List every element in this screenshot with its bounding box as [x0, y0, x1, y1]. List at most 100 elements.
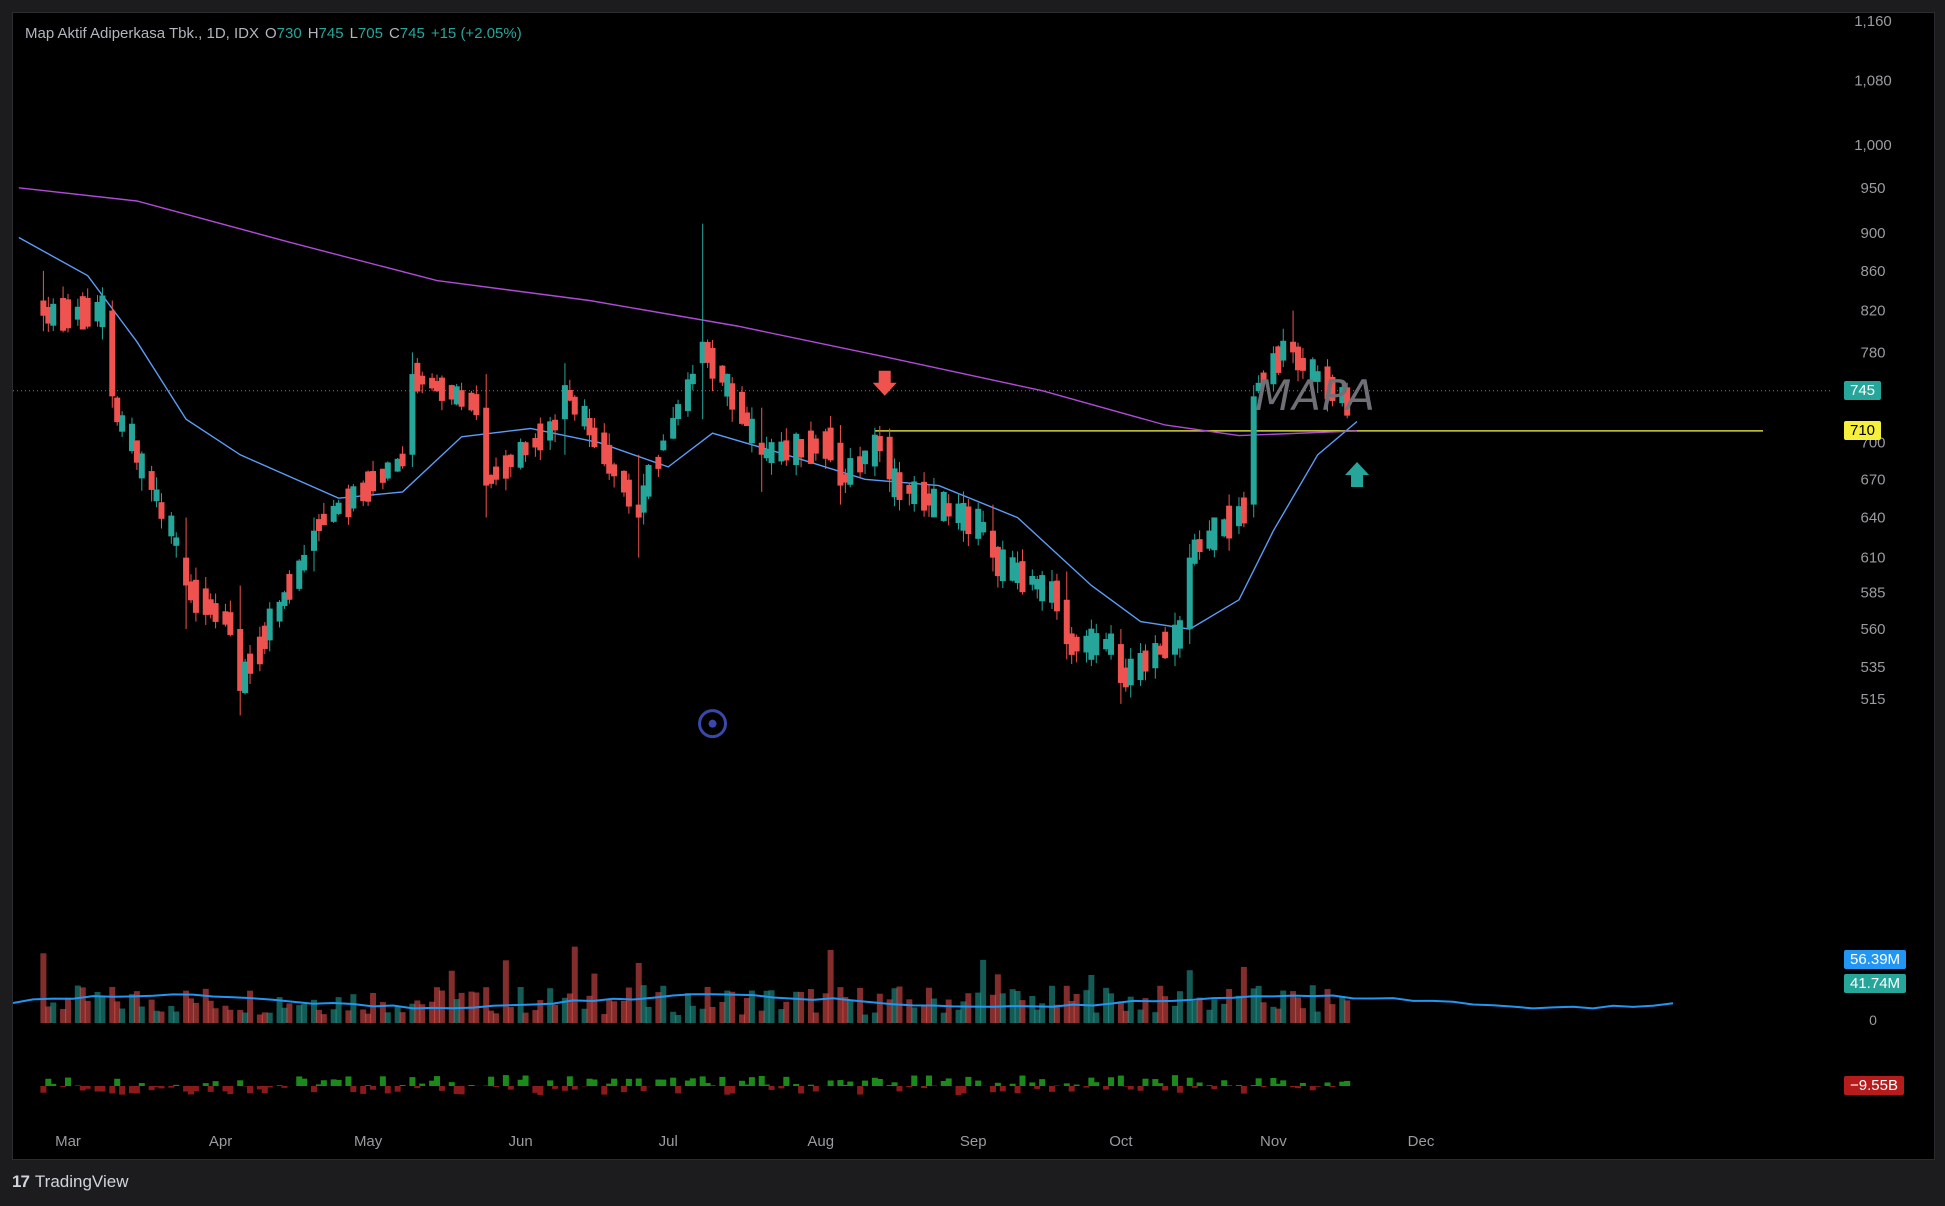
oscillator-bar	[847, 1081, 854, 1086]
oscillator-bar	[1009, 1083, 1016, 1086]
volume-bar	[320, 1014, 327, 1023]
candle-body	[438, 377, 445, 401]
candle-body	[1162, 631, 1169, 659]
volume-bar	[822, 993, 829, 1023]
candle-body	[601, 432, 608, 465]
volume-bar	[906, 999, 913, 1023]
oscillator-bar	[1083, 1086, 1090, 1088]
volume-bar	[748, 990, 755, 1023]
volume-bar	[591, 973, 598, 1023]
candle-body	[537, 423, 544, 451]
volume-bar	[1088, 974, 1095, 1023]
candle-body	[1309, 359, 1316, 382]
candle-body	[1280, 340, 1287, 361]
candle-body	[748, 418, 755, 444]
legend-close-label: C	[388, 25, 400, 42]
candle-body	[409, 374, 416, 455]
candle-body	[384, 462, 391, 479]
tradingview-footer[interactable]: 17 TradingView	[12, 1172, 128, 1192]
volume-bar	[1029, 995, 1036, 1023]
oscillator-bar	[281, 1086, 288, 1088]
candle-body	[114, 397, 121, 423]
oscillator-bar	[675, 1086, 682, 1094]
oscillator-bar	[133, 1086, 140, 1094]
oscillator-bar	[1250, 1085, 1257, 1086]
oscillator-bar	[1039, 1079, 1046, 1086]
volume-bar	[862, 1014, 869, 1023]
candle-body	[581, 405, 588, 427]
volume-bar	[296, 1005, 303, 1023]
oscillator-bar	[360, 1086, 367, 1094]
volume-bar	[837, 987, 844, 1023]
candle-body	[148, 471, 155, 490]
oscillator-bar	[192, 1086, 199, 1092]
candle-body	[212, 603, 219, 622]
oscillator-bar	[79, 1086, 86, 1091]
volume-bar	[611, 1001, 618, 1023]
oscillator-bar	[365, 1085, 372, 1086]
candle-body	[315, 519, 322, 532]
oscillator-bar	[719, 1076, 726, 1086]
chart-canvas[interactable]: 1,1601,0801,0009509008608207807006706406…	[13, 13, 1934, 1159]
candle-body	[517, 441, 524, 468]
oscillator-bar	[1235, 1085, 1242, 1086]
legend-close-value: 745	[399, 25, 425, 42]
volume-bar	[1186, 970, 1193, 1023]
legend-change: +15 (+2.05%)	[430, 25, 522, 42]
candle-body	[370, 471, 377, 492]
legend-symbol: Map Aktif Adiperkasa Tbk., 1D, IDX	[25, 25, 259, 42]
oscillator-bar	[1186, 1077, 1193, 1086]
oscillator-bar	[1142, 1078, 1149, 1086]
candle-body	[1117, 644, 1124, 683]
candle-body	[1290, 341, 1297, 353]
candle-body	[763, 449, 770, 459]
volume-bar	[999, 993, 1006, 1023]
oscillator-badge: −9.55B	[1844, 1076, 1904, 1095]
volume-bar	[975, 992, 982, 1023]
candle-body	[847, 458, 854, 485]
volume-bar	[242, 1012, 249, 1023]
volume-bar	[1344, 1000, 1351, 1023]
volume-bar	[921, 1005, 928, 1023]
candle-body	[1240, 497, 1247, 524]
symbol-watermark: MAPA	[1255, 371, 1376, 420]
oscillator-bar	[620, 1086, 627, 1093]
volume-bar	[552, 1004, 559, 1023]
time-axis-label: Mar	[55, 1133, 81, 1150]
candle-body	[379, 468, 386, 483]
candle-body	[965, 506, 972, 535]
oscillator-bar	[84, 1086, 91, 1089]
candle-body	[330, 505, 337, 522]
candle-body	[1152, 643, 1159, 669]
tradingview-brand: TradingView	[34, 1172, 129, 1191]
price-axis-label: 820	[1860, 303, 1885, 320]
oscillator-bar	[261, 1086, 268, 1094]
oscillator-bar	[517, 1079, 524, 1086]
volume-bar	[40, 953, 47, 1023]
volume-bar	[871, 1012, 878, 1023]
volume-bar	[384, 1012, 391, 1023]
price-axis-label: 950	[1860, 180, 1885, 197]
volume-bar	[1260, 1002, 1267, 1023]
volume-bar	[581, 1008, 588, 1023]
candle-body	[1009, 557, 1016, 581]
oscillator-bar	[1324, 1082, 1331, 1086]
legend-low-label: L	[349, 25, 358, 42]
chart-frame[interactable]: 1,160 1,080 1,000 950 900 860 820 780 700 670 640 6…	[12, 12, 1935, 1160]
oscillator-bar	[586, 1078, 593, 1086]
oscillator-bar	[552, 1086, 559, 1089]
volume-bar	[370, 992, 377, 1023]
volume-bar	[153, 1010, 160, 1023]
volume-bar	[114, 1001, 121, 1023]
oscillator-bar	[1152, 1079, 1159, 1086]
candle-body	[571, 396, 578, 415]
oscillator-bar	[906, 1086, 913, 1088]
candle-body	[1314, 371, 1321, 382]
candle-body	[807, 430, 814, 464]
candle-body	[119, 415, 126, 432]
oscillator-bar	[994, 1082, 1001, 1086]
oscillator-bar	[591, 1079, 598, 1086]
oscillator-bar	[222, 1086, 229, 1092]
oscillator-bar	[606, 1083, 613, 1086]
volume-bar	[783, 1001, 790, 1023]
